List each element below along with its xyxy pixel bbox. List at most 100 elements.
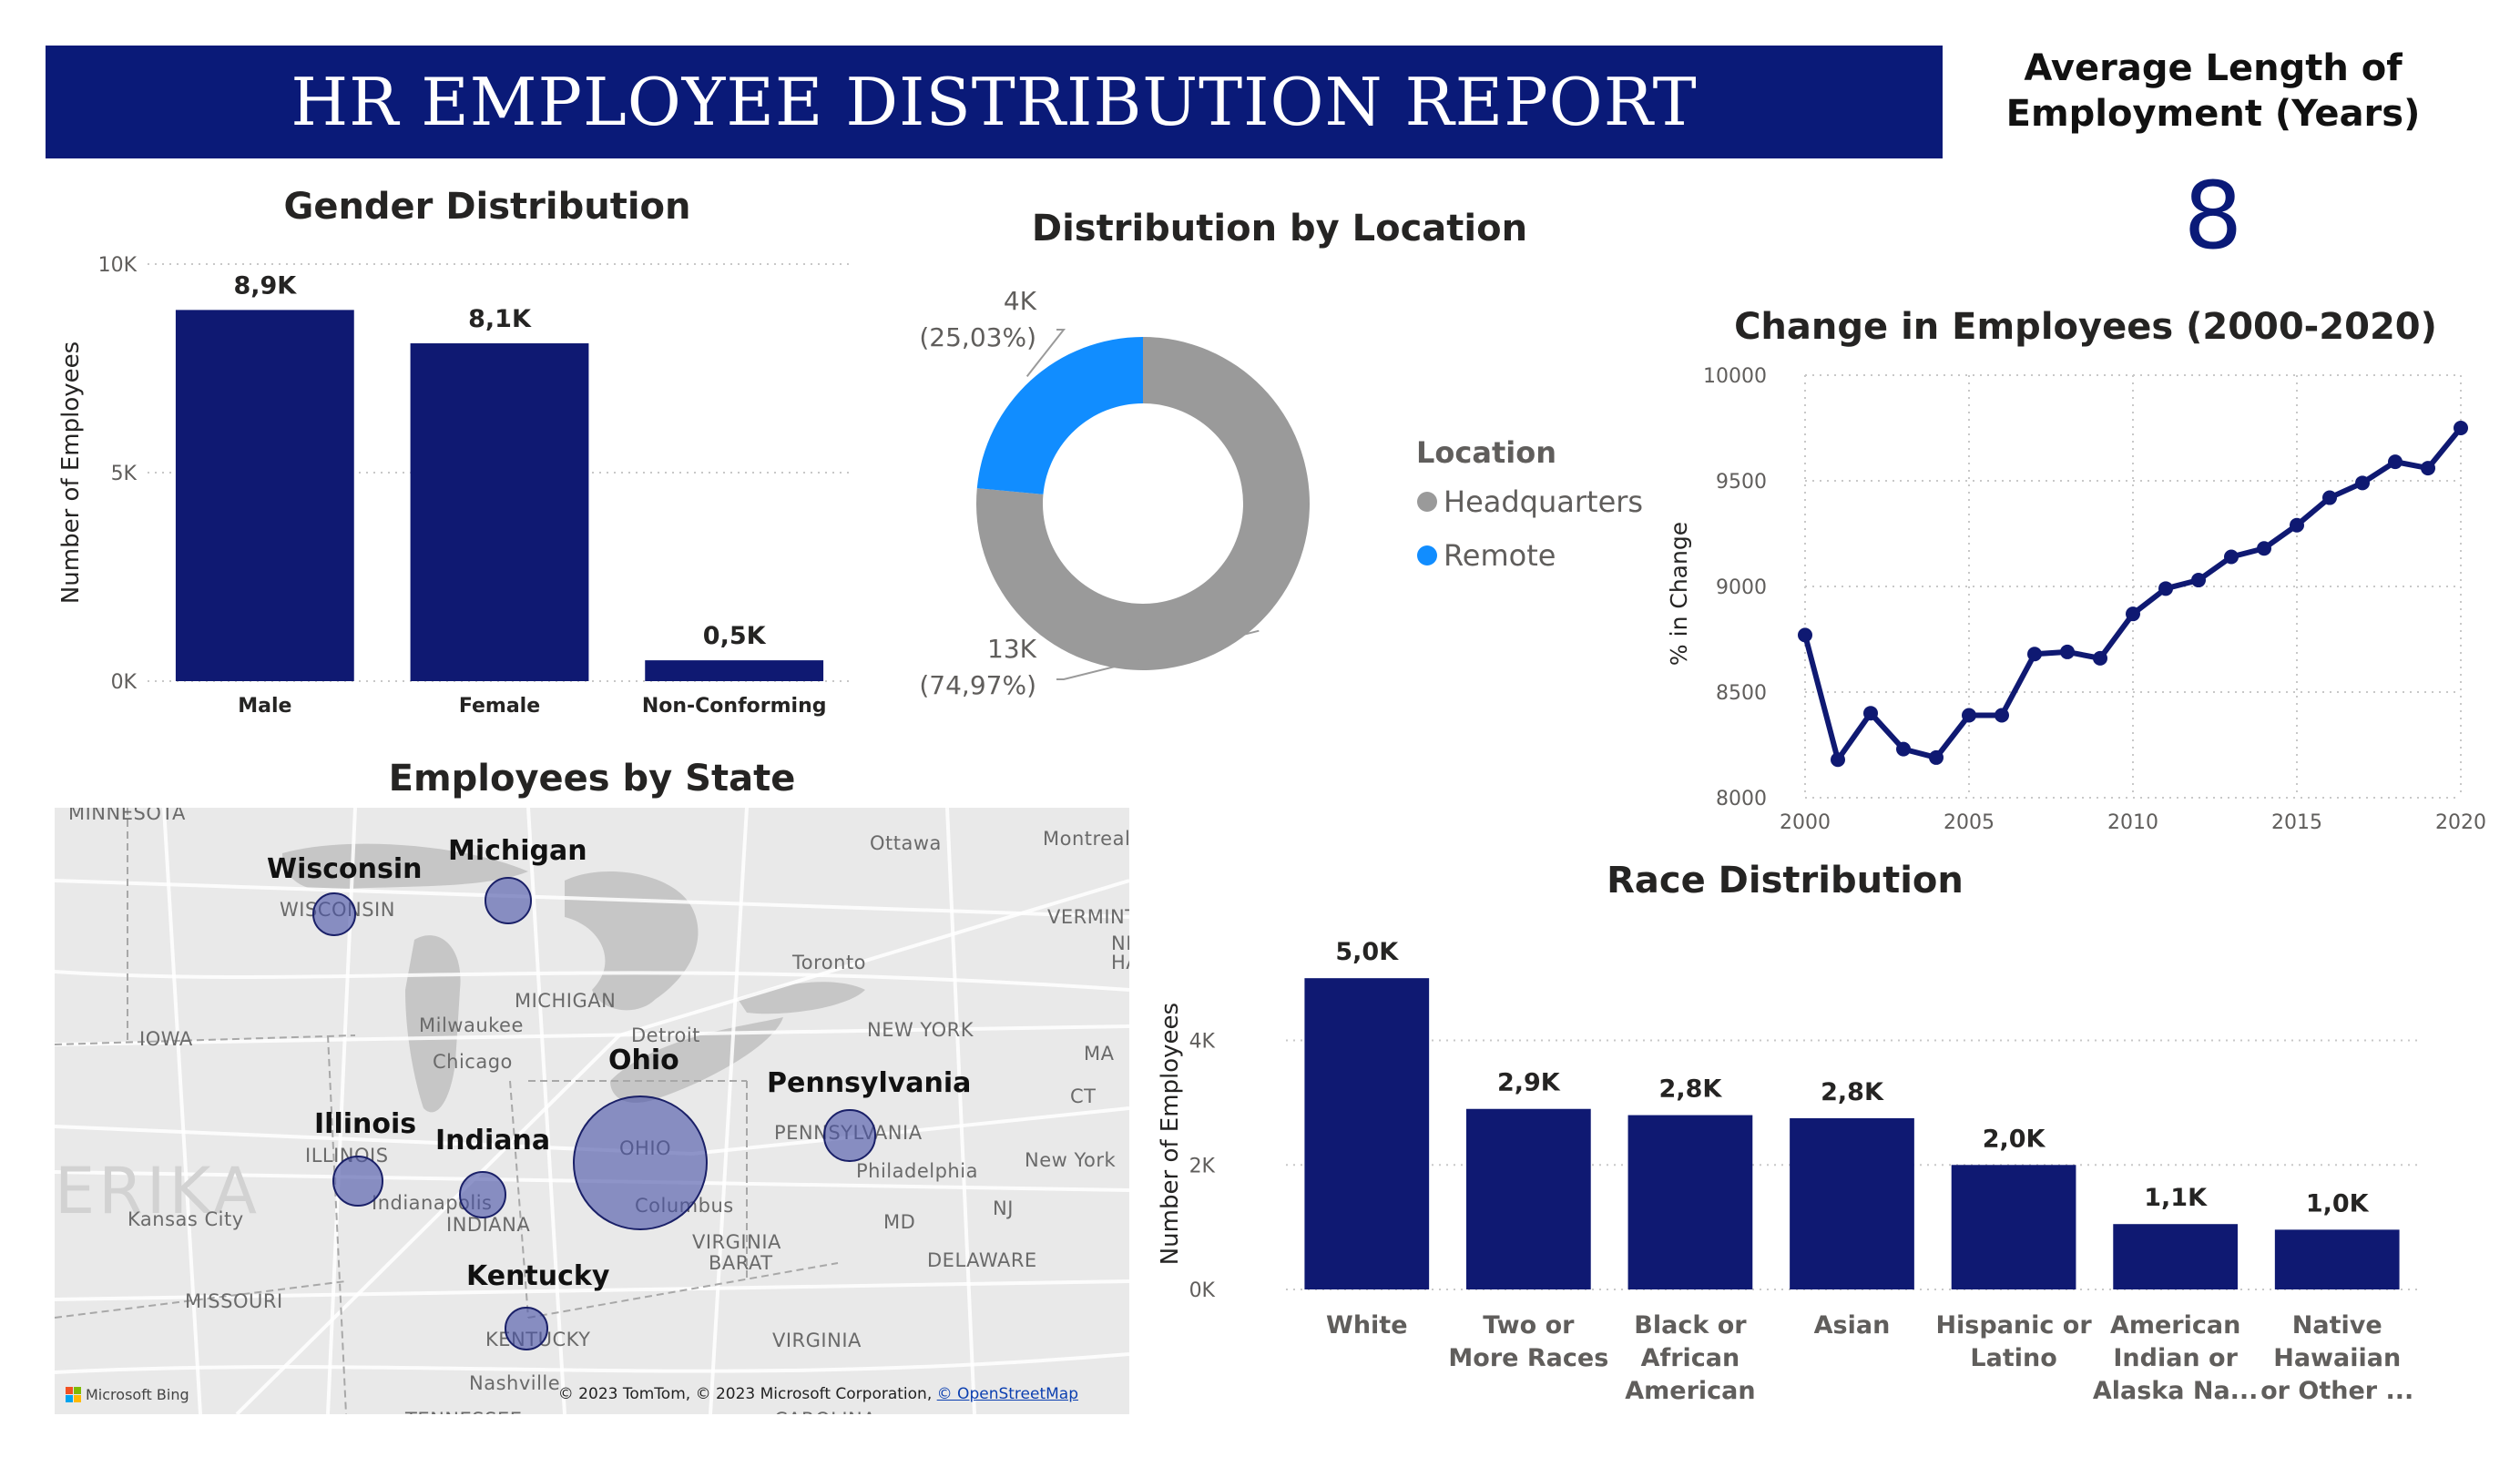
race-data-label: 2,8K <box>1821 1078 1884 1106</box>
map-title: Employees by State <box>388 758 796 800</box>
line-point <box>1896 741 1911 757</box>
race-data-label: 5,0K <box>1335 938 1399 966</box>
donut-percent-label: (25,03%) <box>919 322 1036 352</box>
map-basemap <box>55 808 1129 1414</box>
map-bubble-wisconsin[interactable] <box>312 892 356 936</box>
map-bubble-pennsylvania[interactable] <box>823 1109 876 1162</box>
map-bubble-illinois[interactable] <box>332 1156 383 1207</box>
map-place-label: New York <box>1025 1149 1117 1171</box>
gender-y-axis-label: Number of Employees <box>57 341 85 604</box>
line-point <box>2093 650 2107 666</box>
line-point <box>1929 749 1944 765</box>
donut-value-label: 13K <box>987 634 1037 664</box>
race-data-label: 1,0K <box>2306 1189 2370 1218</box>
map-place-label: NEW YORK <box>867 1019 974 1041</box>
map-bubble-ohio[interactable] <box>573 1095 708 1230</box>
race-chart-title: Race Distribution <box>1607 860 1964 902</box>
gender-ytick-label: 5K <box>111 463 138 485</box>
donut-legend-item: Remote <box>1444 538 1556 573</box>
map-bubble-michigan[interactable] <box>485 877 532 924</box>
line-point <box>2191 573 2206 588</box>
line-point <box>2027 647 2042 662</box>
map-road <box>709 808 749 1414</box>
map-bubble-indiana[interactable] <box>459 1171 506 1218</box>
race-bar <box>1790 1118 1914 1289</box>
kpi-title: Average Length of Employment (Years) <box>1967 46 2459 137</box>
gender-category-label: Male <box>238 695 291 718</box>
map-state-label: Michigan <box>448 835 587 867</box>
map-place-label: Ottawa <box>870 832 942 854</box>
donut-percent-label: (74,97%) <box>919 670 1036 700</box>
donut-legend-title: Location <box>1416 435 1556 470</box>
kpi-title-line1: Average Length of <box>2024 47 2403 89</box>
map-place-label: ERIKA <box>55 1154 261 1228</box>
line-xtick-label: 2015 <box>2271 811 2322 834</box>
race-ytick-label: 4K <box>1189 1031 1216 1054</box>
line-point <box>1995 708 2009 723</box>
line-xtick-label: 2020 <box>2435 811 2486 834</box>
line-point <box>2355 475 2370 491</box>
gender-ytick-label: 0K <box>111 671 138 694</box>
location-donut-chart: 13K (74,97%) 4K (25,03%) Location Headquarter… <box>919 286 1643 700</box>
line-point <box>1962 708 1976 723</box>
map-credit: © 2023 TomTom, © 2023 Microsoft Corporat… <box>558 1385 1078 1403</box>
map-place-label: MINNESOTA <box>68 808 186 824</box>
race-data-label: 1,1K <box>2144 1184 2208 1212</box>
map-state-label: Wisconsin <box>267 853 423 885</box>
race-bar <box>1951 1165 2076 1289</box>
location-chart-title: Distribution by Location <box>1031 208 1528 250</box>
donut-slice-remote <box>976 337 1143 494</box>
employees-by-state-map[interactable]: MINNESOTAWISCONSINMICHIGANOttawaMontreal… <box>55 808 1129 1414</box>
gender-bar <box>645 660 824 681</box>
line-point <box>2322 490 2337 505</box>
line-point <box>2158 581 2173 596</box>
race-category-label: American <box>1625 1377 1755 1405</box>
race-category-label: White <box>1326 1311 1407 1340</box>
gender-bar-chart: 0K 5K 10K Number of Employees 8,9K Male 8,1K Fe… <box>57 254 852 718</box>
map-place-label: MD <box>883 1211 916 1233</box>
osm-link[interactable]: © OpenStreetMap <box>936 1385 1078 1403</box>
donut-legend-marker-icon <box>1417 492 1437 512</box>
map-place-label: Detroit <box>631 1024 700 1046</box>
map-road <box>618 879 1129 1037</box>
line-xtick-label: 2010 <box>2107 811 2158 834</box>
race-ytick-label: 2K <box>1189 1155 1216 1177</box>
line-point <box>2126 606 2140 622</box>
line-point <box>2060 644 2075 659</box>
map-bubble-kentucky[interactable] <box>505 1307 548 1350</box>
map-place-label: MICHIGAN <box>515 990 617 1012</box>
line-xtick-label: 2005 <box>1944 811 1995 834</box>
map-state-border <box>55 1280 347 1319</box>
gender-data-label: 8,9K <box>233 271 297 300</box>
map-place-label: MA <box>1084 1043 1115 1065</box>
race-category-label: Hispanic or <box>1935 1311 2092 1340</box>
map-road <box>55 1024 1129 1046</box>
line-point <box>2421 461 2435 476</box>
microsoft-logo-icon <box>66 1386 82 1403</box>
map-place-label: CAROLINA <box>774 1409 876 1414</box>
map-state-label: Kentucky <box>466 1260 610 1292</box>
gender-data-label: 8,1K <box>468 305 532 333</box>
donut-leader-line <box>1025 329 1066 377</box>
line-point <box>1798 627 1812 643</box>
donut-leader-line <box>1056 629 1260 680</box>
map-road <box>945 808 976 1414</box>
race-ytick-label: 0K <box>1189 1279 1216 1302</box>
line-point <box>2257 541 2271 556</box>
map-state-border <box>327 1034 347 1414</box>
donut-slice-headquarters <box>976 337 1310 671</box>
race-bar <box>2113 1224 2239 1289</box>
map-road <box>55 1279 1129 1301</box>
race-category-label: Alaska Na... <box>2093 1377 2259 1405</box>
map-place-label: Nashville <box>469 1372 561 1394</box>
line-point <box>2290 517 2304 533</box>
map-state-border <box>55 1034 356 1045</box>
race-bar <box>2274 1229 2400 1289</box>
map-place-label: DELAWARE <box>927 1249 1037 1271</box>
donut-value-label: 4K <box>1004 286 1037 316</box>
bing-label: Microsoft Bing <box>86 1386 189 1403</box>
map-place-label: VIRGINIA <box>692 1231 781 1253</box>
map-place-label: Toronto <box>792 952 867 973</box>
race-category-label: Two or <box>1483 1311 1575 1340</box>
map-place-label: VIRGINIA <box>772 1330 862 1351</box>
